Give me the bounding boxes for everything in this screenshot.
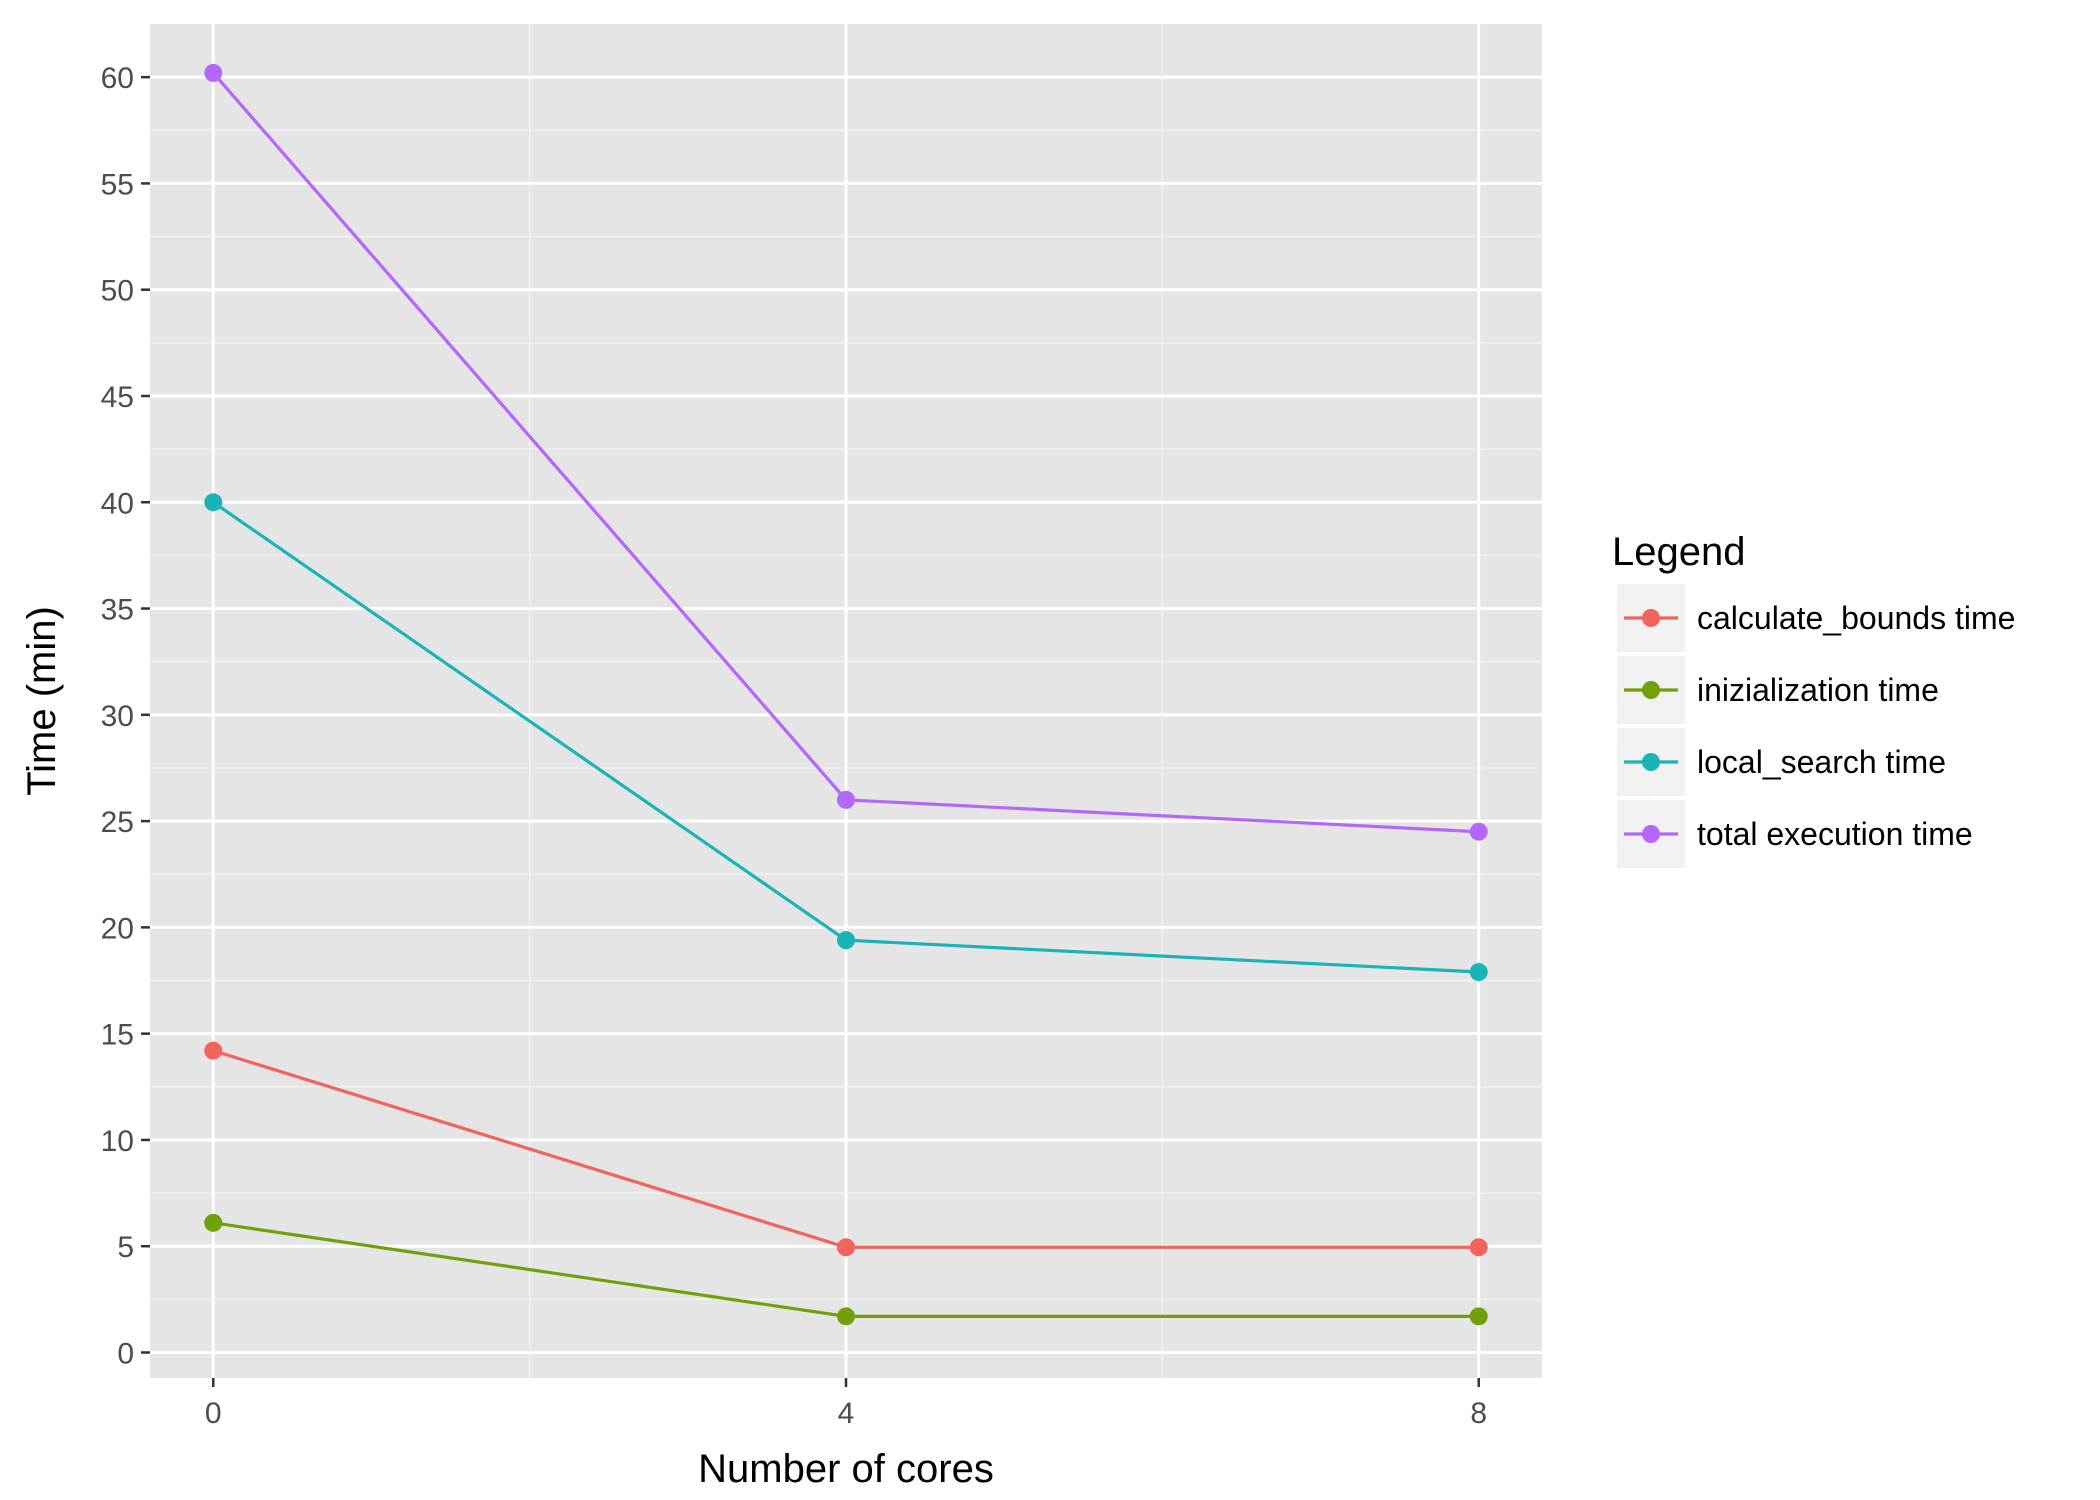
data-point-total-execution-time (1469, 822, 1488, 841)
y-tick-label: 20 (101, 912, 134, 945)
data-point-total-execution-time (837, 790, 855, 809)
legend-key-point (1642, 825, 1660, 843)
legend-item: calculate_bounds time (1617, 584, 2015, 652)
x-axis-title: Number of cores (698, 1447, 994, 1491)
legend-item: local_search time (1617, 728, 1946, 796)
x-tick-label: 0 (205, 1397, 222, 1430)
y-tick-label: 50 (101, 275, 134, 308)
y-tick-label: 40 (101, 487, 134, 520)
legend-key-point (1642, 753, 1660, 771)
legend-label: total execution time (1697, 816, 1973, 852)
legend-title: Legend (1612, 530, 1745, 574)
data-point-calculate-bounds-time (837, 1238, 855, 1257)
data-point-local-search-time (837, 931, 855, 950)
y-axis-title: Time (min) (20, 606, 64, 796)
x-axis: 0 4 8 (205, 1378, 1487, 1430)
data-point-inizialization-time (1469, 1307, 1488, 1326)
data-point-local-search-time (204, 493, 223, 512)
legend-label: calculate_bounds time (1697, 600, 2015, 636)
legend-label: local_search time (1697, 744, 1946, 780)
y-tick-label: 60 (101, 62, 134, 95)
legend-key-point (1642, 681, 1660, 699)
legend-key-point (1642, 609, 1660, 627)
y-tick-label: 5 (117, 1231, 134, 1264)
y-tick-label: 55 (101, 168, 134, 201)
legend-item: total execution time (1617, 800, 1973, 868)
x-tick-label: 4 (838, 1397, 855, 1430)
data-point-calculate-bounds-time (204, 1041, 223, 1060)
x-tick-label: 8 (1470, 1397, 1487, 1430)
data-point-inizialization-time (837, 1307, 855, 1326)
y-tick-label: 10 (101, 1125, 134, 1158)
data-point-calculate-bounds-time (1469, 1238, 1488, 1257)
y-tick-label: 45 (101, 381, 134, 414)
y-tick-label: 25 (101, 806, 134, 839)
series-layer (204, 63, 1488, 1326)
data-point-total-execution-time (204, 63, 223, 82)
legend-item: inizialization time (1617, 656, 1939, 724)
y-axis: 0 5 10 15 20 25 30 35 40 45 50 55 60 (101, 62, 150, 1370)
data-point-inizialization-time (204, 1213, 223, 1232)
data-point-local-search-time (1469, 963, 1488, 982)
y-tick-label: 0 (117, 1337, 134, 1370)
legend-label: inizialization time (1697, 672, 1939, 708)
legend: calculate_bounds time inizialization time… (1617, 584, 2015, 868)
y-tick-label: 30 (101, 700, 134, 733)
y-tick-label: 35 (101, 594, 134, 627)
y-tick-label: 15 (101, 1019, 134, 1052)
